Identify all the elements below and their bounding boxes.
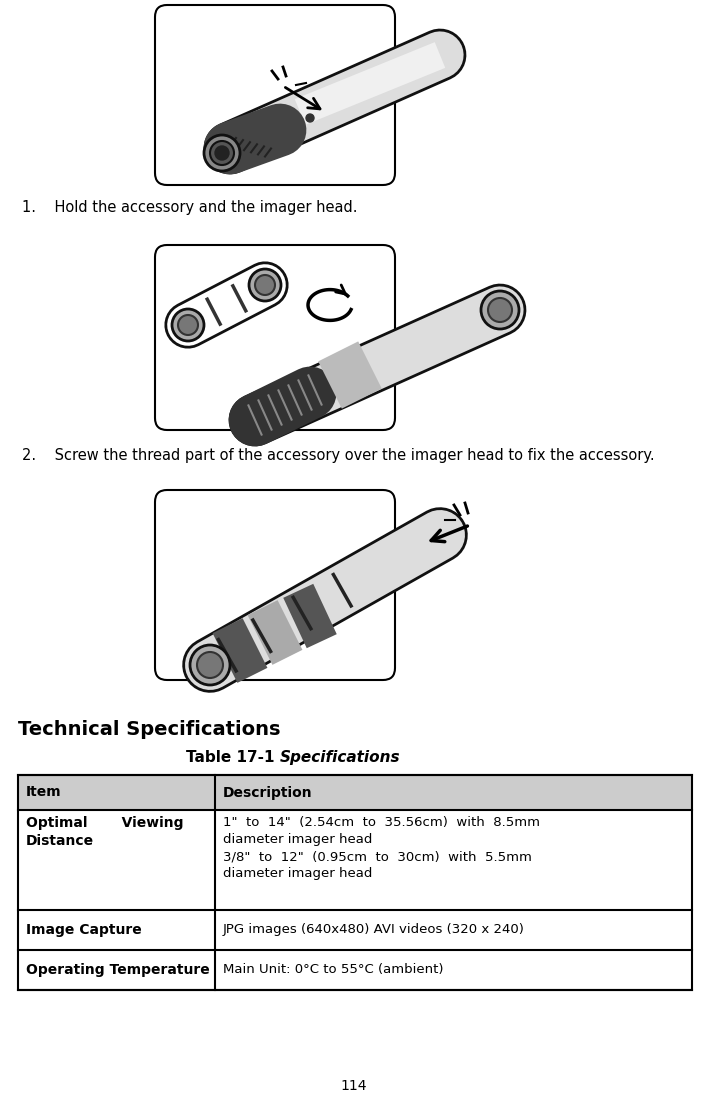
Circle shape [172,309,204,341]
Circle shape [190,645,230,685]
FancyBboxPatch shape [155,490,395,680]
Text: Main Unit: 0°C to 55°C (ambient): Main Unit: 0°C to 55°C (ambient) [223,964,443,976]
Text: Distance: Distance [26,834,94,848]
Text: diameter imager head: diameter imager head [223,866,372,880]
Text: diameter imager head: diameter imager head [223,833,372,847]
Circle shape [481,291,519,329]
Text: 114: 114 [341,1079,367,1092]
Circle shape [178,315,198,335]
Text: Specifications: Specifications [280,750,401,765]
FancyBboxPatch shape [155,6,395,185]
Circle shape [249,269,281,301]
Text: Item: Item [26,786,62,800]
Circle shape [488,298,512,322]
FancyBboxPatch shape [155,245,395,430]
Text: Table 17-1: Table 17-1 [186,750,280,765]
Text: 3/8"  to  12"  (0.95cm  to  30cm)  with  5.5mm: 3/8" to 12" (0.95cm to 30cm) with 5.5mm [223,850,532,863]
Circle shape [204,135,240,171]
Text: Image Capture: Image Capture [26,923,142,937]
Text: 1"  to  14"  (2.54cm  to  35.56cm)  with  8.5mm: 1" to 14" (2.54cm to 35.56cm) with 8.5mm [223,815,540,829]
Bar [18,774,692,810]
Circle shape [210,141,234,165]
Circle shape [215,146,229,160]
Text: JPG images (640x480) AVI videos (320 x 240): JPG images (640x480) AVI videos (320 x 2… [223,923,525,936]
Text: Technical Specifications: Technical Specifications [18,720,280,739]
Circle shape [306,114,314,122]
Circle shape [255,275,275,295]
Text: Description: Description [223,786,313,800]
Bar [18,774,692,991]
Text: 2.    Screw the thread part of the accessory over the imager head to fix the acc: 2. Screw the thread part of the accessor… [22,448,655,463]
Text: Operating Temperature: Operating Temperature [26,963,210,977]
Text: Optimal       Viewing: Optimal Viewing [26,815,183,830]
Circle shape [197,652,223,678]
Text: 1.    Hold the accessory and the imager head.: 1. Hold the accessory and the imager hea… [22,201,358,215]
